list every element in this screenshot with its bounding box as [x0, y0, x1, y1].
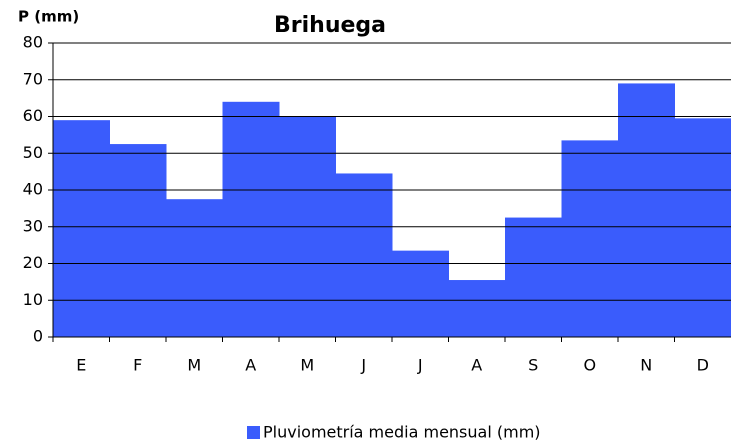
bar: [53, 120, 110, 337]
chart-title: Brihuega: [274, 13, 386, 38]
x-tick-label: N: [640, 356, 652, 375]
x-tick-label: M: [300, 356, 314, 375]
bar: [166, 199, 223, 337]
bar: [674, 118, 731, 338]
y-tick-label: 50: [23, 143, 43, 162]
y-tick-label: 70: [23, 69, 43, 88]
y-tick-label: 20: [23, 253, 43, 272]
x-tick-label: F: [133, 356, 142, 375]
y-tick-label: 30: [23, 216, 43, 235]
bar: [392, 250, 449, 337]
bar: [222, 101, 280, 337]
x-tick-label: A: [471, 356, 482, 375]
bar: [109, 144, 167, 337]
x-tick-label: O: [583, 356, 596, 375]
y-tick-label: 80: [23, 33, 43, 52]
x-tick-label: E: [76, 356, 86, 375]
legend-swatch: [247, 426, 260, 439]
x-tick-label: J: [417, 356, 423, 375]
bar: [561, 140, 619, 337]
bar: [618, 83, 675, 337]
x-tick-label: A: [245, 356, 256, 375]
y-axis-label: P (mm): [18, 8, 79, 26]
x-tick-label: D: [697, 356, 709, 375]
y-tick-label: 0: [33, 327, 43, 346]
y-tick-label: 40: [23, 180, 43, 199]
y-tick-label: 60: [23, 106, 43, 125]
bar: [448, 280, 506, 337]
bar: [335, 173, 393, 337]
x-tick-label: S: [528, 356, 538, 375]
bar: [505, 217, 562, 337]
legend-label: Pluviometría media mensual (mm): [263, 423, 541, 442]
x-tick-label: M: [187, 356, 201, 375]
y-tick-label: 10: [23, 290, 43, 309]
x-tick-label: J: [360, 356, 366, 375]
